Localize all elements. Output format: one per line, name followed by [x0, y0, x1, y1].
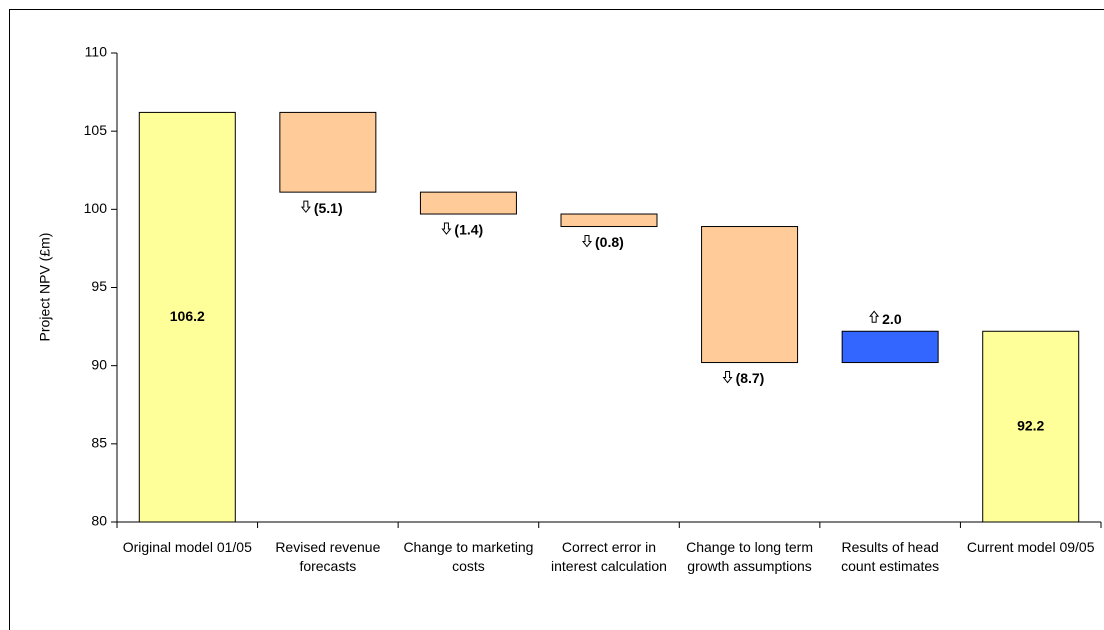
- y-axis-label: Project NPV (£m): [37, 233, 53, 342]
- y-tick-label: 90: [91, 356, 107, 372]
- bar: [138, 111, 236, 523]
- value-label: (8.7): [736, 370, 765, 386]
- direction-arrow: [581, 235, 593, 248]
- y-tick-label: 100: [84, 200, 108, 216]
- x-tick-label: Change to marketing costs: [403, 539, 534, 574]
- y-tick-label: 105: [84, 122, 108, 138]
- value-label: 2.0: [882, 311, 902, 327]
- value-label: 106.2: [170, 308, 205, 324]
- x-tick-label: Original model 01/05: [122, 539, 252, 555]
- direction-arrow: [869, 310, 880, 323]
- y-tick-label: 95: [91, 278, 107, 294]
- direction-arrow: [441, 222, 452, 235]
- y-tick-label: 85: [91, 435, 107, 451]
- bar: [279, 111, 377, 193]
- frame-border: [9, 9, 1104, 630]
- x-tick-label: Correct error in interest calculation: [551, 539, 667, 574]
- x-tick-label: Current model 09/05: [966, 539, 1095, 555]
- value-label: (1.4): [454, 222, 483, 238]
- value-label: (0.8): [595, 234, 624, 250]
- bar: [701, 226, 799, 364]
- x-tick-label: Change to long term growth assumptions: [686, 539, 813, 574]
- x-tick-label: Results of head count estimates: [841, 539, 940, 574]
- y-tick-label: 110: [85, 44, 108, 60]
- value-label: 92.2: [1017, 417, 1044, 433]
- value-label: (5.1): [314, 200, 343, 216]
- bar: [841, 330, 939, 364]
- direction-arrow: [300, 200, 311, 213]
- direction-arrow: [722, 371, 733, 384]
- bar: [560, 213, 658, 228]
- bar: [419, 191, 517, 215]
- x-tick-label: Revised revenue forecasts: [275, 539, 381, 574]
- bar: [982, 330, 1080, 523]
- y-tick-label: 80: [91, 513, 107, 529]
